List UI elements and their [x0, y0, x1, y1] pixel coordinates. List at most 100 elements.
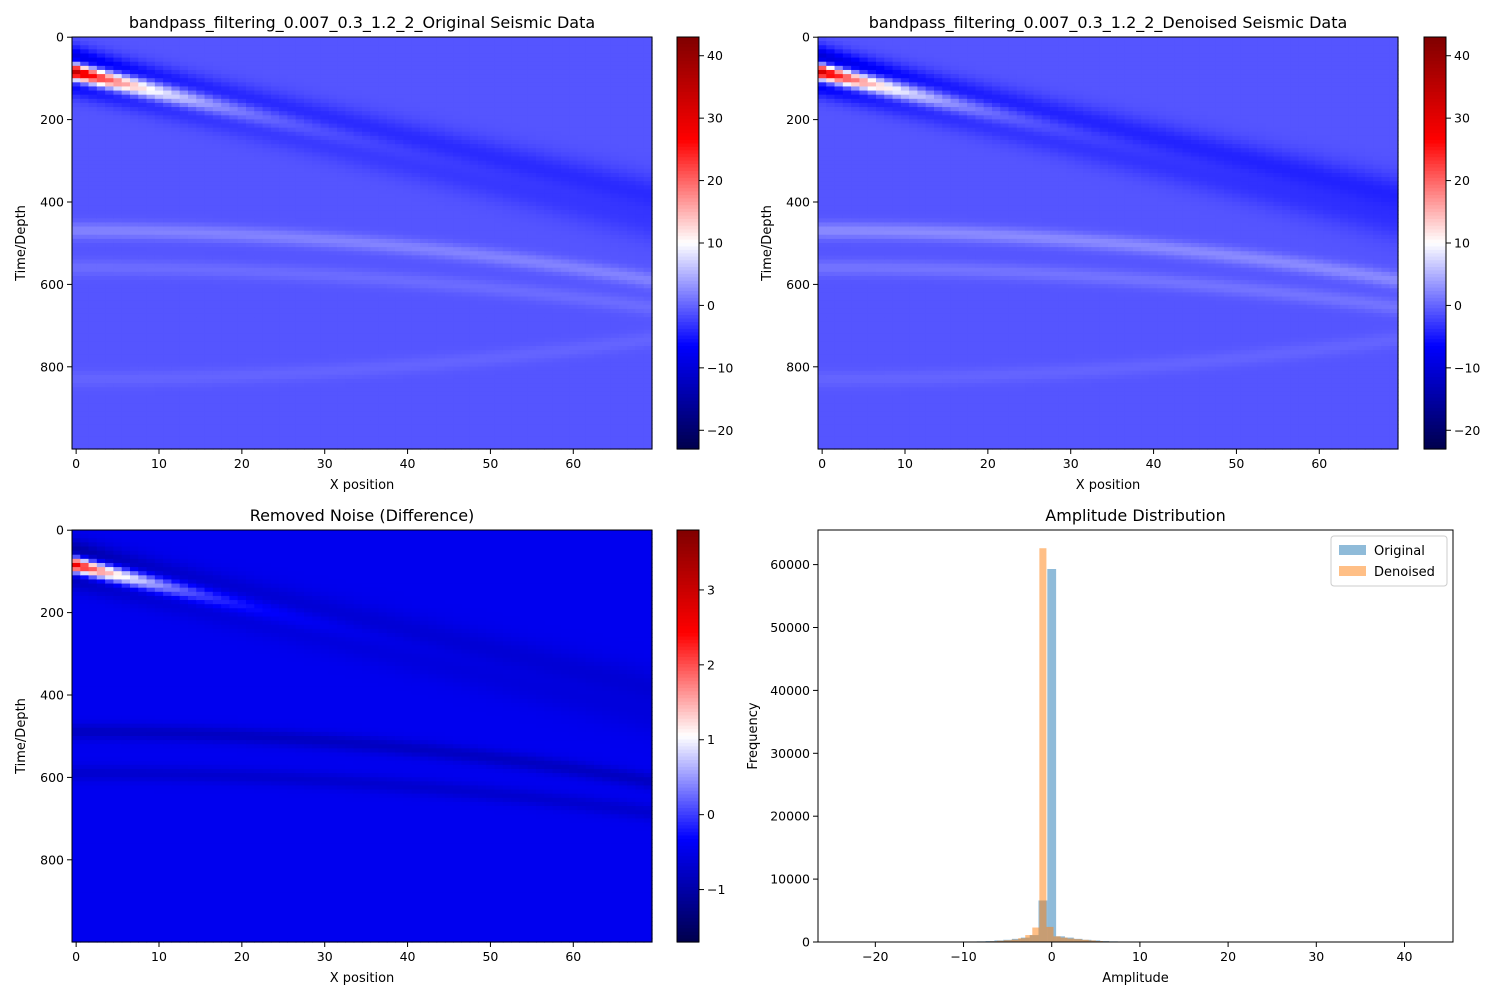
difference-panel: Removed Noise (Difference)0 10 20 30 40 50 600…	[14, 506, 725, 986]
histogram-bar	[1067, 938, 1075, 942]
difference-ylabel: Time/Depth	[14, 698, 29, 775]
difference-xtick-label: 40	[400, 949, 416, 964]
difference-colorbar-tick-label: 3	[707, 582, 715, 597]
histogram-ytick-label: 10000	[770, 872, 810, 887]
histogram-ytick-label: 30000	[770, 746, 810, 761]
difference-colorbar-tick-label: 1	[707, 732, 715, 747]
histogram-ylabel: Frequency	[746, 702, 761, 769]
denoised-xtick-label: 20	[980, 456, 996, 471]
histogram-legend-swatch-denoised	[1339, 566, 1366, 576]
denoised-colorbar-tick-label: 40	[1454, 48, 1470, 63]
original-xtick-label: 0	[72, 456, 80, 471]
histogram-series-original	[976, 569, 1145, 942]
histogram-bar	[1060, 937, 1068, 942]
original-xtick-label: 30	[317, 456, 333, 471]
original-xtick-label: 40	[400, 456, 416, 471]
difference-xtick-label: 20	[234, 949, 250, 964]
original-colorbar-tick-label: 30	[707, 111, 723, 126]
histogram-xtick-label: 30	[1308, 949, 1324, 964]
denoised-ytick-label: 0	[802, 30, 810, 45]
histogram-ytick-label: 60000	[770, 557, 810, 572]
original-axes-frame	[71, 36, 653, 450]
difference-ytick-label: 600	[40, 770, 64, 785]
histogram-xtick-label: −20	[862, 949, 888, 964]
original-colorbar-tick-label: 40	[707, 48, 723, 63]
difference-ytick-label: 400	[40, 688, 64, 703]
histogram-xtick-label: 20	[1220, 949, 1236, 964]
histogram-legend-swatch-original	[1339, 545, 1366, 555]
difference-colorbar: −1 0 1 2 3	[676, 529, 725, 943]
histogram-bar	[1081, 939, 1089, 942]
histogram-bar	[1039, 548, 1047, 942]
histogram-axes-frame	[817, 529, 1454, 943]
difference-xlabel: X position	[330, 971, 395, 986]
denoised-panel: bandpass_filtering_0.007_0.3_1.2_2_Denoi…	[760, 13, 1480, 493]
difference-axes-frame	[71, 529, 653, 943]
denoised-ytick-label: 800	[786, 359, 810, 374]
original-colorbar-tick-label: 20	[707, 173, 723, 188]
denoised-colorbar-tick-label: 0	[1454, 298, 1462, 313]
denoised-xtick-label: 50	[1228, 456, 1244, 471]
histogram-bar	[1046, 926, 1054, 942]
original-ytick-label: 200	[40, 112, 64, 127]
histogram-xtick-label: 10	[1132, 949, 1148, 964]
original-panel: bandpass_filtering_0.007_0.3_1.2_2_Origi…	[14, 13, 733, 493]
denoised-xtick-label: 60	[1311, 456, 1327, 471]
denoised-axes-frame	[817, 36, 1399, 450]
difference-xtick-label: 30	[317, 949, 333, 964]
original-xtick-label: 20	[234, 456, 250, 471]
denoised-ytick-label: 200	[786, 112, 810, 127]
original-title: bandpass_filtering_0.007_0.3_1.2_2_Origi…	[129, 13, 595, 33]
denoised-ylabel: Time/Depth	[760, 205, 775, 282]
difference-colorbar-tick-label: 0	[707, 807, 715, 822]
histogram-bar	[1032, 927, 1040, 942]
difference-colorbar-frame	[676, 529, 700, 943]
denoised-xtick-label: 30	[1063, 456, 1079, 471]
difference-ytick-label: 0	[56, 523, 64, 538]
original-ytick-label: 0	[56, 30, 64, 45]
histogram-title: Amplitude Distribution	[1045, 506, 1225, 525]
histogram-bar	[1025, 935, 1033, 942]
original-xtick-label: 50	[482, 456, 498, 471]
denoised-xtick-label: 10	[897, 456, 913, 471]
original-xtick-label: 10	[151, 456, 167, 471]
denoised-colorbar-tick-label: 30	[1454, 111, 1470, 126]
denoised-xtick-label: 40	[1146, 456, 1162, 471]
histogram-legend-label-denoised: Denoised	[1374, 565, 1435, 580]
difference-xtick-label: 50	[482, 949, 498, 964]
denoised-ytick-label: 400	[786, 195, 810, 210]
histogram-legend: Original Denoised	[1330, 535, 1448, 587]
histogram-bar	[1074, 939, 1082, 942]
histogram-bar	[1004, 940, 1012, 942]
denoised-colorbar-tick-label: 20	[1454, 173, 1470, 188]
denoised-colorbar: −20 −10 0 10 20 30 40	[1423, 36, 1480, 450]
original-colorbar-tick-label: 10	[707, 236, 723, 251]
difference-colorbar-tick-label: −1	[707, 882, 725, 897]
denoised-colorbar-tick-label: −20	[1454, 423, 1480, 438]
histogram-xlabel: Amplitude	[1102, 971, 1169, 986]
histogram-bar	[997, 940, 1005, 942]
histogram-series-denoised	[982, 548, 1125, 942]
denoised-xlabel: X position	[1076, 478, 1141, 493]
difference-xtick-label: 10	[151, 949, 167, 964]
difference-ytick-label: 800	[40, 852, 64, 867]
histogram-ytick-label: 20000	[770, 809, 810, 824]
difference-colorbar-tick-label: 2	[707, 657, 715, 672]
histogram-bar	[1047, 569, 1057, 942]
histogram-ytick-label: 0	[802, 935, 810, 950]
denoised-title: bandpass_filtering_0.007_0.3_1.2_2_Denoi…	[869, 13, 1348, 33]
original-heatmap-image	[72, 37, 653, 450]
original-ytick-label: 800	[40, 359, 64, 374]
original-colorbar-tick-label: −20	[707, 423, 733, 438]
histogram-xtick-label: −10	[950, 949, 976, 964]
original-ytick-label: 600	[40, 277, 64, 292]
difference-heatmap-image	[72, 530, 653, 943]
original-xtick-label: 60	[565, 456, 581, 471]
denoised-colorbar-tick-label: −10	[1454, 360, 1480, 375]
difference-xtick-label: 60	[565, 949, 581, 964]
histogram-bar	[1018, 938, 1026, 942]
difference-xtick-label: 0	[72, 949, 80, 964]
histogram-ytick-label: 50000	[770, 620, 810, 635]
difference-ytick-label: 200	[40, 605, 64, 620]
